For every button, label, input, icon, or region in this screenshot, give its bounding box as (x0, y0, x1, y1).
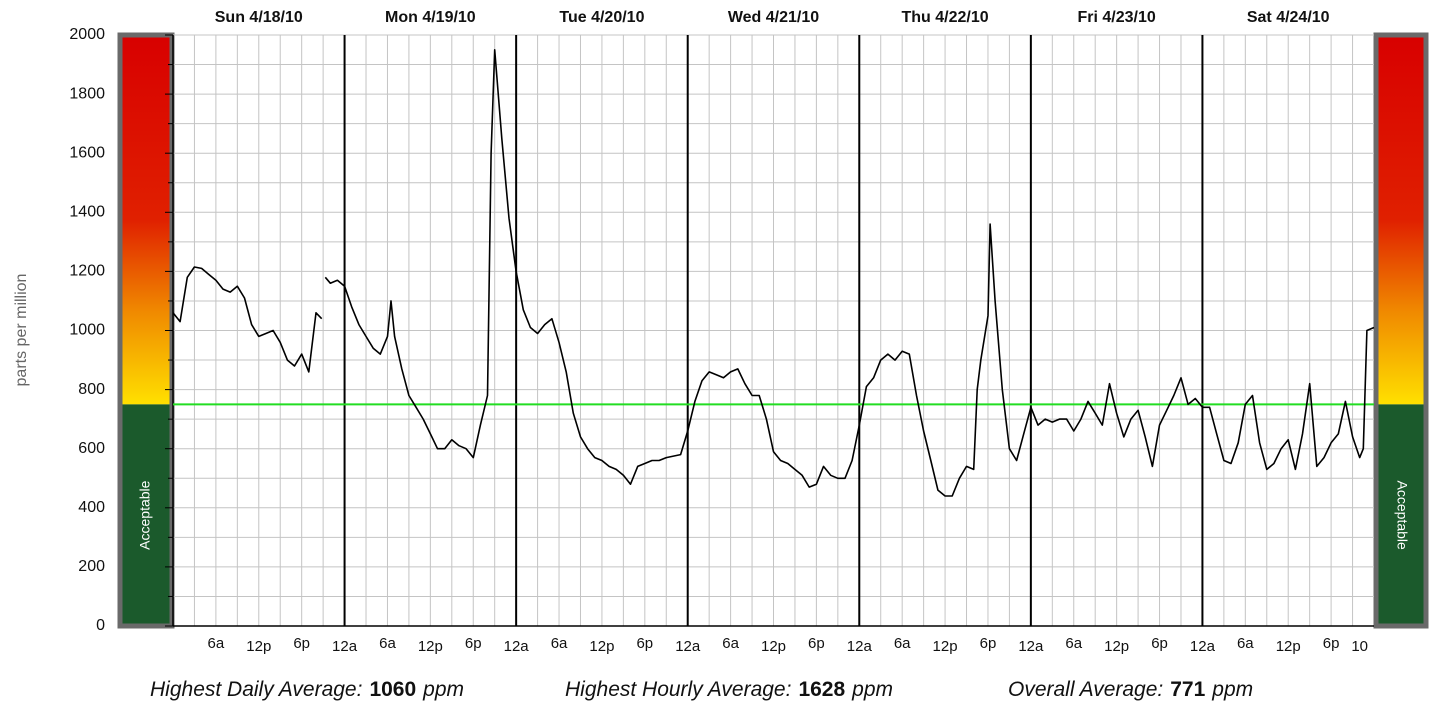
x-tick-label: 6p (636, 635, 653, 652)
x-tick-label: 10 (1351, 638, 1368, 655)
x-tick-label: 12p (246, 638, 271, 655)
x-tick-label: 12p (1276, 638, 1301, 655)
x-tick-label: 12a (504, 638, 530, 655)
day-label: Mon 4/19/10 (385, 9, 476, 26)
stat-label: Highest Daily Average: (150, 678, 362, 701)
y-tick-label: 2000 (69, 26, 105, 43)
x-tick-label: 12a (332, 638, 358, 655)
x-tick-label: 12p (589, 638, 614, 655)
x-tick-label: 6a (551, 635, 568, 652)
stat: Highest Daily Average: 1060 ppm (150, 678, 464, 701)
x-tick-label: 6a (379, 635, 396, 652)
stat-value: 1060 (369, 678, 416, 701)
stat-label: Overall Average: (1008, 678, 1163, 701)
x-tick-label: 6a (1065, 635, 1082, 652)
x-tick-label: 6p (808, 635, 825, 652)
data-line (172, 49, 1375, 497)
x-tick-label: 6p (980, 635, 997, 652)
zone-label: Acceptable (1394, 481, 1410, 550)
x-tick-label: 12p (418, 638, 443, 655)
y-tick-label: 1800 (69, 85, 105, 102)
acceptable-zone (120, 404, 172, 626)
x-tick-label: 12a (1190, 638, 1216, 655)
x-tick-label: 6p (293, 635, 310, 652)
x-tick-label: 6a (894, 635, 911, 652)
x-tick-label: 6p (1151, 635, 1168, 652)
y-tick-label: 0 (96, 617, 105, 634)
y-tick-label: 1600 (69, 144, 105, 161)
warning-zone (120, 35, 172, 405)
day-label: Thu 4/22/10 (901, 9, 988, 26)
day-label: Wed 4/21/10 (728, 9, 819, 26)
y-axis-label: parts per million (13, 274, 30, 387)
acceptable-zone (1376, 404, 1426, 626)
day-label: Tue 4/20/10 (559, 9, 644, 26)
warning-zone (1376, 35, 1426, 405)
stat-value: 1628 (798, 678, 845, 701)
day-label: Sun 4/18/10 (215, 9, 303, 26)
stat: Overall Average: 771 ppm (1008, 678, 1253, 701)
y-tick-label: 1000 (69, 322, 105, 339)
stat-unit: ppm (422, 678, 464, 701)
day-label: Fri 4/23/10 (1078, 9, 1156, 26)
x-tick-label: 6a (208, 635, 225, 652)
stat: Highest Hourly Average: 1628 ppm (565, 678, 893, 701)
stat-unit: ppm (1211, 678, 1253, 701)
x-tick-label: 12p (933, 638, 958, 655)
x-tick-label: 12a (675, 638, 701, 655)
x-tick-label: 12a (1018, 638, 1044, 655)
zone-frame (1373, 32, 1429, 629)
y-tick-label: 1200 (69, 263, 105, 280)
x-tick-label: 12p (1104, 638, 1129, 655)
stat-value: 771 (1170, 678, 1205, 701)
x-tick-label: 6a (1237, 635, 1254, 652)
y-tick-label: 600 (78, 440, 105, 457)
zone-label: Acceptable (137, 480, 153, 549)
y-tick-label: 200 (78, 558, 105, 575)
stat-label: Highest Hourly Average: (565, 678, 791, 701)
x-tick-label: 6p (1323, 635, 1340, 652)
y-tick-label: 800 (78, 381, 105, 398)
x-tick-label: 6a (722, 635, 739, 652)
stat-unit: ppm (851, 678, 893, 701)
y-tick-label: 400 (78, 499, 105, 516)
y-tick-label: 1400 (69, 204, 105, 221)
day-label: Sat 4/24/10 (1247, 9, 1330, 26)
x-tick-label: 6p (465, 635, 482, 652)
x-tick-label: 12p (761, 638, 786, 655)
x-tick-label: 12a (847, 638, 873, 655)
